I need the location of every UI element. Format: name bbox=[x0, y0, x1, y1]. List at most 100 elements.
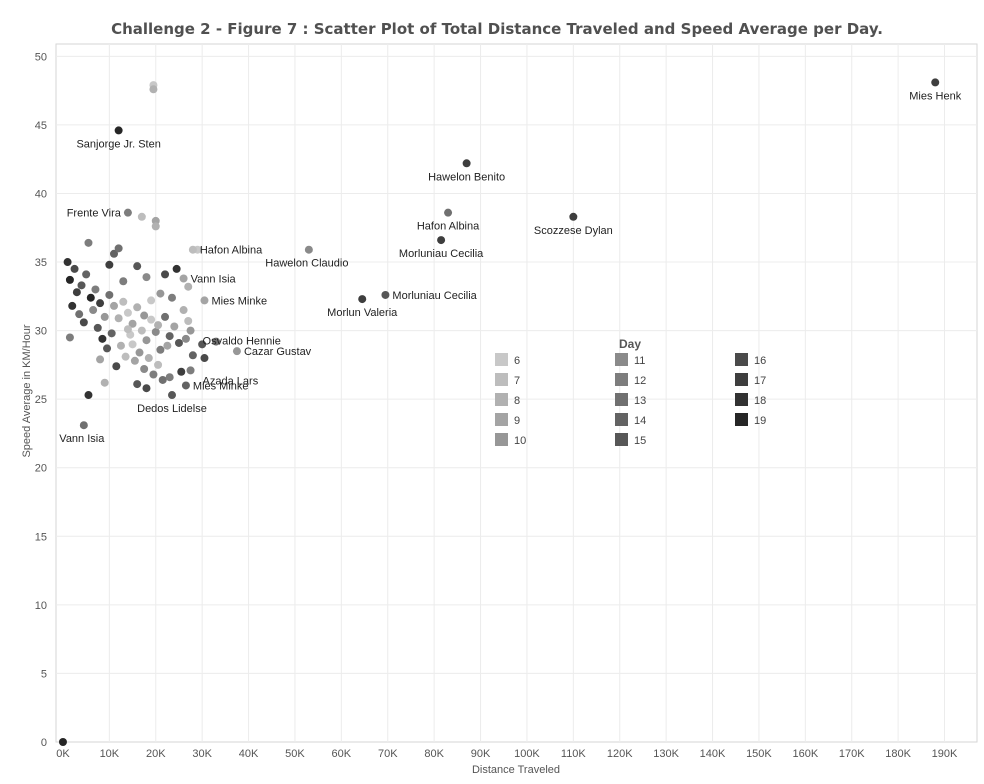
y-tick-label-0: 0 bbox=[41, 737, 47, 749]
scatter-point-21 bbox=[93, 323, 102, 332]
labeled-point-8 bbox=[304, 245, 313, 254]
legend-swatch-19 bbox=[735, 413, 748, 426]
scatter-point-39 bbox=[174, 338, 183, 347]
grid-layer bbox=[56, 44, 977, 742]
scatter-point-30 bbox=[133, 303, 142, 312]
labeled-point-14 bbox=[232, 347, 241, 356]
x-tick-label-5: 50K bbox=[285, 748, 305, 760]
scatter-point-44 bbox=[135, 348, 144, 357]
scatter-point-13 bbox=[77, 281, 86, 290]
points-layer bbox=[58, 78, 940, 746]
y-tick-label-9: 45 bbox=[35, 120, 47, 132]
plot-area bbox=[55, 43, 978, 743]
scatter-point-51 bbox=[103, 344, 112, 353]
x-tick-label-13: 130K bbox=[653, 748, 679, 760]
y-tick-label-2: 10 bbox=[35, 600, 47, 612]
scatter-point-36 bbox=[161, 312, 170, 321]
point-label-16: Mies Minke bbox=[193, 380, 249, 392]
legend-label-17: 17 bbox=[754, 375, 766, 387]
labeled-point-1 bbox=[114, 126, 123, 135]
scatter-point-20 bbox=[96, 299, 105, 308]
y-tick-label-4: 20 bbox=[35, 463, 47, 475]
legend-label-11: 11 bbox=[634, 355, 645, 367]
point-label-6: Morluniau Cecilia bbox=[399, 248, 484, 260]
point-label-1: Sanjorge Jr. Sten bbox=[76, 138, 160, 150]
legend-label-10: 10 bbox=[514, 435, 526, 447]
scatter-point-40 bbox=[116, 341, 125, 350]
scatter-point-81 bbox=[128, 340, 137, 349]
labeled-point-15 bbox=[186, 366, 195, 375]
scatter-point-66 bbox=[184, 317, 193, 326]
labeled-point-13 bbox=[186, 326, 195, 335]
scatter-point-23 bbox=[98, 334, 107, 343]
scatter-point-61 bbox=[161, 270, 170, 279]
legend-swatch-13 bbox=[615, 393, 628, 406]
legend-swatch-10 bbox=[495, 433, 508, 446]
y-tick-label-10: 50 bbox=[35, 51, 47, 63]
labeled-point-11 bbox=[358, 295, 367, 304]
labeled-point-12 bbox=[200, 296, 209, 305]
point-label-17: Dedos Lidelse bbox=[137, 403, 207, 415]
scatter-point-54 bbox=[100, 378, 109, 387]
scatter-point-32 bbox=[142, 336, 151, 345]
legend-label-19: 19 bbox=[754, 415, 766, 427]
x-tick-label-2: 20K bbox=[146, 748, 166, 760]
legend-label-12: 12 bbox=[634, 375, 646, 387]
point-label-13: Osvaldo Hennie bbox=[203, 336, 281, 348]
scatter-point-12 bbox=[68, 301, 77, 310]
point-label-15: Azada Lars bbox=[203, 375, 259, 387]
scatter-point-45 bbox=[140, 365, 149, 374]
legend-title: Day bbox=[619, 337, 641, 351]
x-tick-label-1: 10K bbox=[100, 748, 120, 760]
scatter-point-77 bbox=[65, 333, 74, 342]
scatter-point-10 bbox=[70, 264, 79, 273]
scatter-point-69 bbox=[198, 340, 207, 349]
y-tick-label-6: 30 bbox=[35, 326, 47, 338]
point-label-10: Morluniau Cecilia bbox=[392, 290, 477, 302]
labeled-point-3 bbox=[123, 208, 132, 217]
y-axis-label: Speed Average in KM/Hour bbox=[21, 324, 33, 457]
scatter-point-64 bbox=[167, 293, 176, 302]
x-tick-label-3: 30K bbox=[192, 748, 212, 760]
scatter-point-47 bbox=[149, 370, 158, 379]
labeled-point-17 bbox=[167, 391, 176, 400]
scatter-point-25 bbox=[109, 301, 118, 310]
scatter-point-33 bbox=[147, 315, 156, 324]
scatter-point-7 bbox=[58, 738, 67, 746]
scatter-point-18 bbox=[91, 285, 100, 294]
legend-swatch-7 bbox=[495, 373, 508, 386]
legend-swatch-11 bbox=[615, 353, 628, 366]
legend-swatch-9 bbox=[495, 413, 508, 426]
legend-label-14: 14 bbox=[634, 415, 646, 427]
scatter-point-52 bbox=[112, 362, 121, 371]
y-tick-label-1: 5 bbox=[41, 668, 47, 680]
scatter-point-59 bbox=[133, 262, 142, 271]
scatter-point-55 bbox=[105, 260, 114, 269]
legend-label-7: 7 bbox=[514, 375, 520, 387]
scatter-point-9 bbox=[65, 275, 74, 284]
scatter-point-53 bbox=[96, 355, 105, 364]
legend-label-8: 8 bbox=[514, 395, 520, 407]
scatter-point-27 bbox=[119, 297, 128, 306]
legend-label-18: 18 bbox=[754, 395, 766, 407]
scatter-point-46 bbox=[144, 354, 153, 363]
scatter-point-58 bbox=[119, 277, 128, 286]
x-tick-label-6: 60K bbox=[332, 748, 352, 760]
legend-label-13: 13 bbox=[634, 395, 646, 407]
scatter-point-74 bbox=[142, 384, 151, 393]
point-label-12: Mies Minke bbox=[211, 295, 267, 307]
x-tick-label-4: 40K bbox=[239, 748, 259, 760]
x-tick-label-18: 180K bbox=[885, 748, 911, 760]
y-axis-ticks: 0 5 10 15 20 25 30 35 40 45 50 bbox=[35, 51, 47, 749]
point-label-3: Frente Vira bbox=[67, 208, 122, 220]
point-label-18: Vann Isia bbox=[59, 433, 105, 445]
scatter-point-28 bbox=[123, 308, 132, 317]
scatter-point-68 bbox=[188, 351, 197, 360]
scatter-point-19 bbox=[89, 306, 98, 315]
scatter-point-6 bbox=[84, 238, 93, 247]
scatter-point-50 bbox=[107, 329, 116, 338]
point-label-14: Cazar Gustav bbox=[244, 346, 312, 358]
scatter-point-37 bbox=[165, 332, 174, 341]
labeled-point-4 bbox=[444, 208, 453, 217]
x-tick-label-0: 0K bbox=[56, 748, 70, 760]
